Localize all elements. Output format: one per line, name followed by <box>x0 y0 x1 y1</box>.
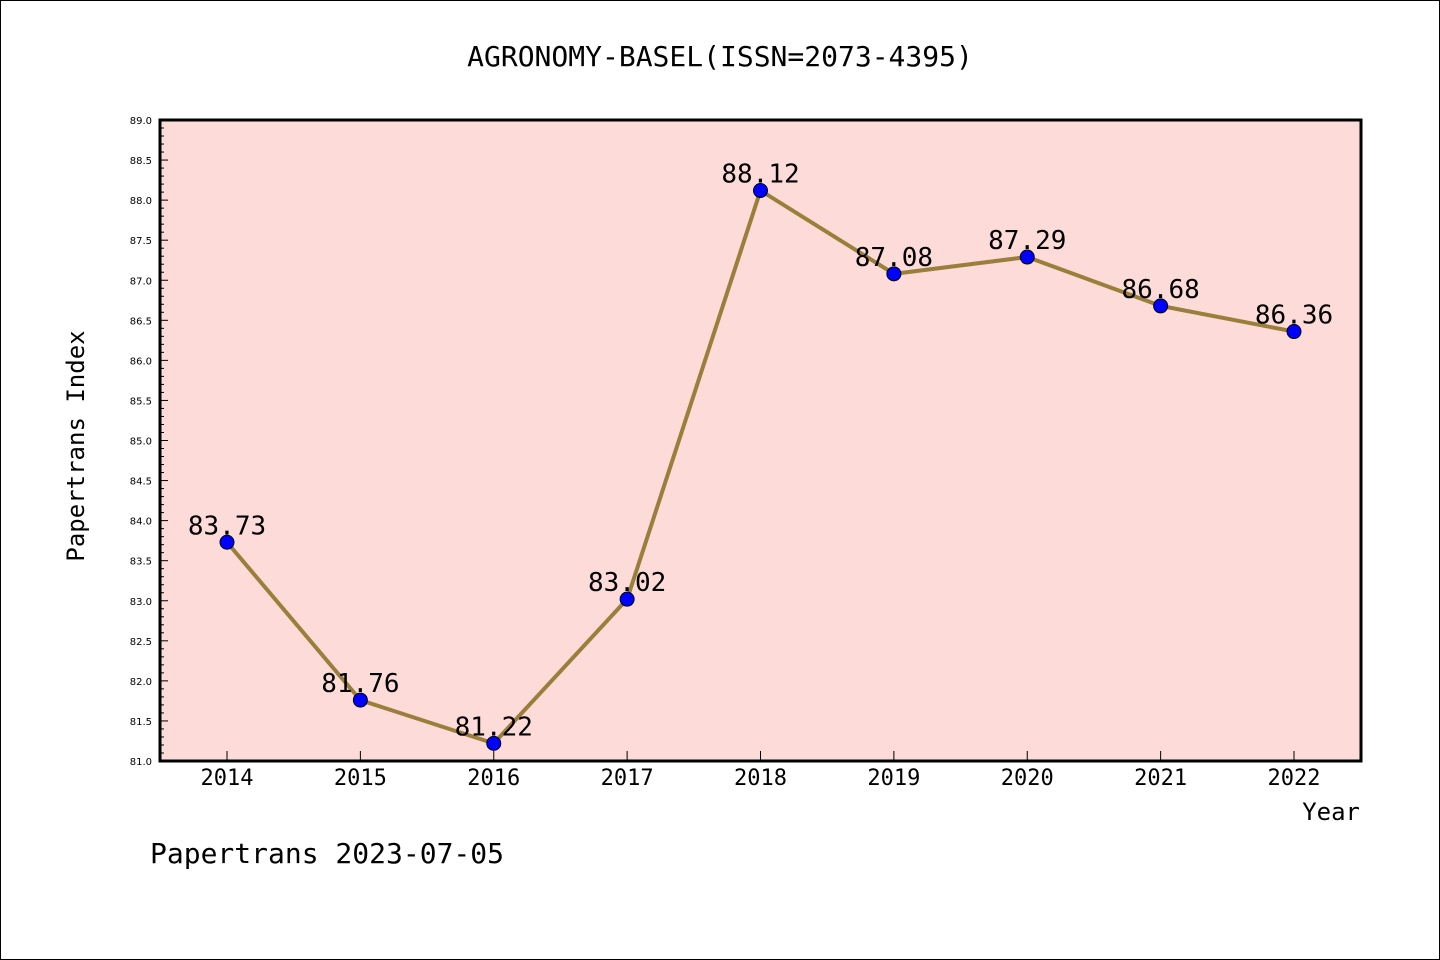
y-tick-label: 84.5 <box>130 477 152 488</box>
data-label: 81.22 <box>455 712 533 742</box>
x-tick-label: 2017 <box>601 766 654 791</box>
x-tick-label: 2014 <box>201 766 254 791</box>
x-tick-label: 2015 <box>334 766 387 791</box>
y-tick-label: 89.0 <box>130 116 152 127</box>
y-tick-label: 83.5 <box>130 557 152 568</box>
y-tick-label: 88.5 <box>130 156 152 167</box>
plot-area <box>160 120 1361 761</box>
x-axis-label: Year <box>1302 798 1360 826</box>
y-tick-label: 85.5 <box>130 396 152 407</box>
y-tick-label: 82.0 <box>130 677 152 688</box>
y-tick-label: 81.5 <box>130 717 152 728</box>
y-tick-label: 81.0 <box>130 757 152 768</box>
y-tick-label: 88.0 <box>130 196 152 207</box>
y-axis-ticks: 81.0 81.5 82.0 82.5 83.0 83.5 84.0 84.5 85.0 85.5… <box>130 116 168 768</box>
y-tick-label: 87.0 <box>130 276 152 287</box>
data-point <box>886 266 902 282</box>
data-label: 81.76 <box>321 669 399 699</box>
y-tick-label: 83.0 <box>130 597 152 608</box>
data-label: 86.36 <box>1255 301 1333 331</box>
x-tick-label: 2022 <box>1268 766 1321 791</box>
y-tick-label: 84.0 <box>130 517 152 528</box>
x-tick-label: 2020 <box>1001 766 1054 791</box>
data-point <box>486 735 502 751</box>
data-point <box>619 591 635 607</box>
x-tick-label: 2019 <box>867 766 920 791</box>
data-label: 88.12 <box>721 160 799 190</box>
data-point <box>1019 249 1035 265</box>
y-tick-label: 85.0 <box>130 437 152 448</box>
chart-title: AGRONOMY-BASEL(ISSN=2073-4395) <box>467 40 973 73</box>
data-label: 83.02 <box>588 568 666 598</box>
x-tick-label: 2018 <box>734 766 787 791</box>
y-axis-label: Papertrans Index <box>62 330 90 561</box>
data-point <box>219 534 235 550</box>
plot-border <box>158 118 1363 763</box>
data-labels: 83.73 81.76 81.22 83.02 88.12 87.08 87.29 86.68… <box>188 160 1333 743</box>
x-axis-ticks: 2014 2015 2016 2017 2018 2019 2020 2021 2022 <box>201 751 1321 791</box>
x-tick-label: 2021 <box>1134 766 1187 791</box>
data-label: 87.29 <box>988 226 1066 256</box>
data-point <box>1153 298 1169 314</box>
y-tick-label: 86.0 <box>130 356 152 367</box>
footer-text: Papertrans 2023-07-05 <box>150 837 504 870</box>
data-point <box>352 692 368 708</box>
series-markers <box>219 183 1302 751</box>
y-tick-label: 82.5 <box>130 637 152 648</box>
data-label: 87.08 <box>855 243 933 273</box>
y-tick-label: 86.5 <box>130 316 152 327</box>
data-label: 83.73 <box>188 511 266 541</box>
y-tick-label: 87.5 <box>130 236 152 247</box>
data-point <box>1286 324 1302 340</box>
data-point <box>753 183 768 199</box>
x-tick-label: 2016 <box>467 766 520 791</box>
data-label: 86.68 <box>1121 275 1199 305</box>
